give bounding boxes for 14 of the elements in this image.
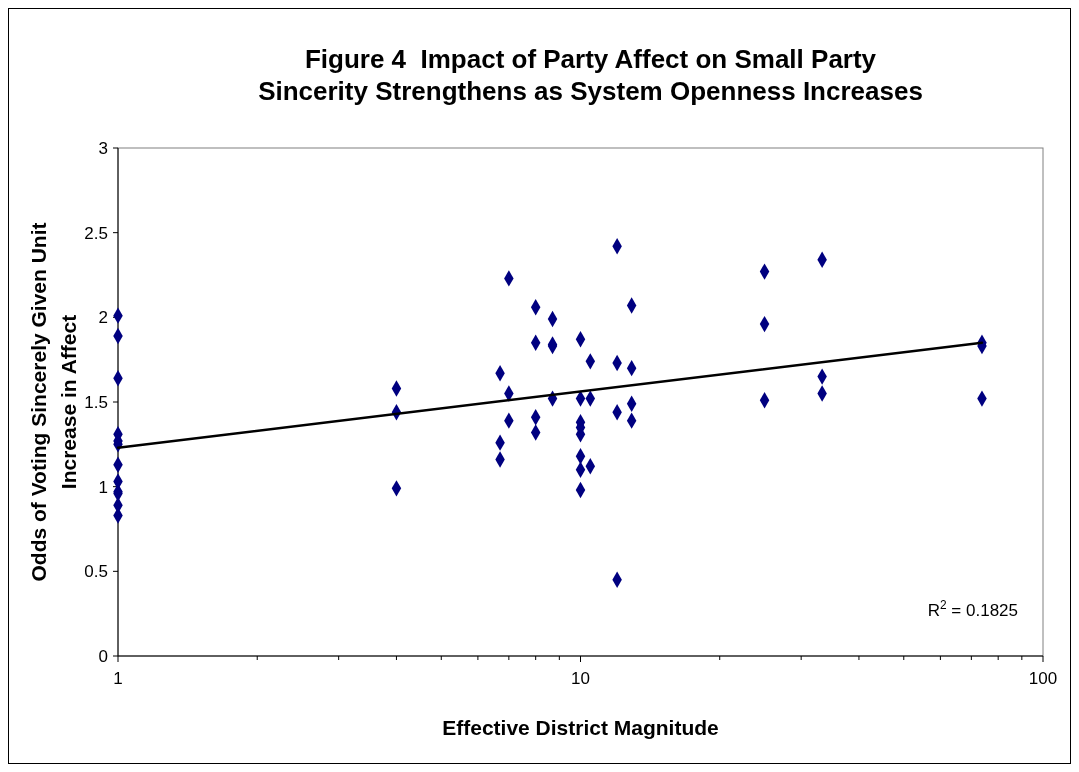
x-axis-title: Effective District Magnitude (442, 716, 719, 739)
x-tick-label: 10 (571, 669, 590, 688)
y-tick-label: 3 (98, 138, 108, 158)
y-tick-label: 2 (98, 308, 108, 328)
y-tick-label: 1.5 (84, 392, 108, 412)
y-axis-title: Odds of Voting Sincerely Given Unit Increase in Affect (27, 222, 80, 582)
y-tick-label: 2.5 (84, 223, 108, 243)
annotation: R$^{2}$ = 0.1825 (927, 598, 1018, 620)
y-tick-label: 0 (98, 646, 108, 666)
x-tick-label: 100 (1028, 669, 1058, 688)
x-tick-label: 1 (113, 669, 123, 688)
chart-title: Figure 4 Impact of Party Affect on Small Party Sincerity Strengthens as System Openness Increases (258, 44, 923, 106)
y-tick-label: 1 (98, 477, 108, 497)
y-tick-label: 0.5 (84, 562, 108, 582)
